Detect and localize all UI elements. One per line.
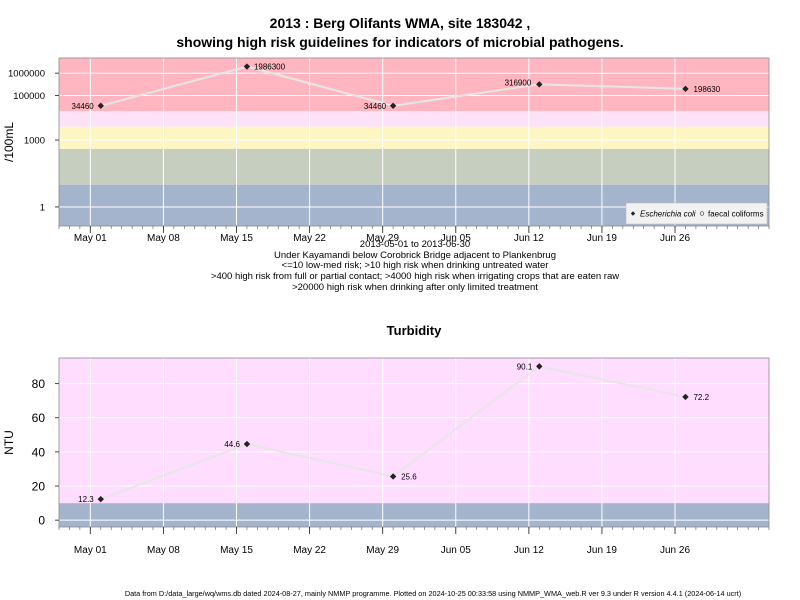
x-tick-label-4: May 22 [293,233,326,244]
y-tick-label-1: 1 [40,202,45,213]
y-tick-label-3: 100000 [13,91,45,102]
data-label-3: 34460 [364,102,387,111]
data-point-1 [97,495,104,503]
y-tick-label-2: 1000 [24,136,45,147]
y-tick-label-4: 60 [32,411,46,425]
caption-guideline-1: <=10 low-med risk; >10 high risk when dr… [281,260,549,272]
caption-guideline-3: >20000 high risk when drinking after onl… [292,281,538,293]
risk-band-1 [59,503,769,527]
data-label-2: 44.6 [224,440,240,449]
data-point-5 [682,85,689,93]
data-point-4 [536,363,543,370]
x-tick-label-5: May 29 [366,545,399,556]
x-tick-label-1: May 01 [74,233,107,244]
x-tick-label-7: Jun 12 [514,545,544,556]
y-tick-label-2: 20 [32,480,46,494]
y-tick-label-5: 80 [32,377,46,391]
data-point-4 [536,81,543,88]
x-tick-label-6: Jun 05 [441,233,471,244]
x-tick-label-4: May 22 [293,545,326,556]
page-title: 2013 : Berg Olifants WMA, site 183042 , … [0,14,800,52]
x-tick-label-2: May 08 [147,233,180,244]
legend-box [625,202,768,225]
data-point-5 [682,393,689,401]
data-label-4: 316900 [505,78,532,87]
x-tick-label-8: Jun 19 [587,233,617,244]
x-tick-label-3: May 15 [220,545,253,556]
caption-site-description: Under Kayamandi below Corobrick Bridge a… [274,249,556,261]
data-point-2 [243,63,251,70]
chart-title: Turbidity [387,323,442,338]
data-label-5: 72.2 [693,393,709,402]
data-point-1 [97,102,104,110]
x-tick-label-1: May 01 [74,545,107,556]
risk-band-3 [59,126,769,149]
data-point-3 [389,473,397,480]
risk-band-4 [59,111,769,127]
y-axis-label: /100mL [2,122,16,162]
x-tick-label-3: May 15 [220,233,253,244]
x-tick-label-9: Jun 26 [660,545,690,556]
microbial-chart: May 01 May 08 May 15 May 22 May 29 Jun 05 Jun … [2,57,770,244]
footer-note: Data from D:/data_large/wq/wms.db dated … [124,589,742,598]
legend-faecal-marker [699,211,705,216]
chart-caption: 2013-05-01 to 2013-06-30 Under Kayamandi… [0,239,800,294]
data-point-3 [389,102,397,110]
x-tick-label-6: Jun 05 [441,545,471,556]
legend-ecoli-label: Escherichia coli [640,210,696,219]
x-tick-label-7: Jun 12 [514,233,544,244]
caption-date-range: 2013-05-01 to 2013-06-30 [359,239,471,250]
data-label-5: 198630 [693,85,720,94]
y-tick-label-1: 0 [38,514,45,528]
legend-ecoli-marker [630,211,636,216]
data-point-2 [243,440,251,448]
x-tick-label-8: Jun 19 [587,545,617,556]
risk-band-2 [59,358,769,504]
risk-band-2 [59,148,769,185]
page-title-line-2: showing high risk guidelines for indicat… [176,34,624,50]
data-label-3: 25.6 [401,472,417,481]
data-label-1: 12.3 [78,495,94,504]
legend-faecal-label: faecal coliforms [708,210,764,219]
y-tick-label-3: 40 [32,445,46,459]
x-tick-label-5: May 29 [366,233,399,244]
turbidity-chart: May 01 May 08 May 15 May 22 May 29 Jun 05 Jun … [2,323,770,556]
y-axis-label: NTU [2,430,16,455]
caption-guideline-2: >400 high risk from full or partial cont… [210,271,620,283]
y-tick-label-4: 1000000 [8,69,45,80]
x-tick-label-2: May 08 [147,545,180,556]
data-label-1: 34460 [72,102,95,111]
x-tick-label-9: Jun 26 [660,233,690,244]
data-label-4: 90.1 [517,362,533,371]
page-title-line-1: 2013 : Berg Olifants WMA, site 183042 , [269,15,531,31]
data-label-2: 1986300 [254,63,286,72]
